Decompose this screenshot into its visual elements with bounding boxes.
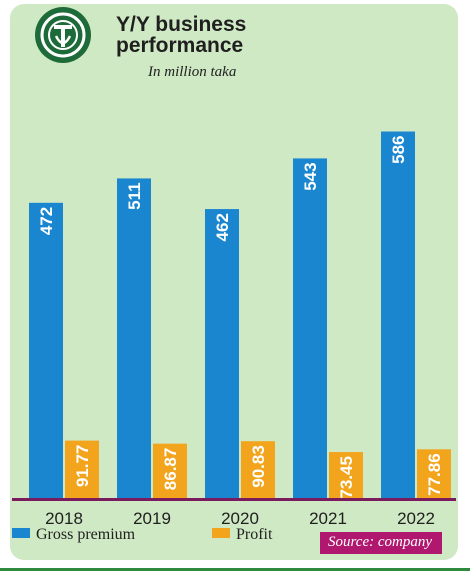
bar-profit-2018 xyxy=(65,440,99,498)
bar-profit-2022 xyxy=(417,449,451,498)
x-axis-baseline xyxy=(12,498,456,501)
data-label-profit-2020: 90.83 xyxy=(249,445,268,488)
data-label-profit-2021: 73.45 xyxy=(337,456,356,499)
bar-profit-2021 xyxy=(329,452,363,498)
chart-title: Y/Y business performance xyxy=(116,14,246,56)
chart-title-line1: Y/Y business xyxy=(116,13,247,36)
data-label-gross-premium-2019: 511 xyxy=(125,182,144,209)
legend-swatch-profit xyxy=(212,528,230,538)
x-tick-label-2021: 2021 xyxy=(309,509,347,528)
bar-gross-premium-2018 xyxy=(29,202,63,498)
data-label-gross-premium-2020: 462 xyxy=(213,213,232,241)
legend-label-gross-premium: Gross premium xyxy=(36,526,136,543)
data-label-profit-2019: 86.87 xyxy=(161,448,180,491)
legend-item-profit: Profit xyxy=(212,526,272,544)
data-label-profit-2018: 91.77 xyxy=(73,445,92,488)
data-label-profit-2022: 77.86 xyxy=(425,453,444,496)
x-tick-label-2020: 2020 xyxy=(221,509,259,528)
data-label-gross-premium-2022: 586 xyxy=(389,136,408,164)
bottom-divider xyxy=(0,568,470,571)
bar-gross-premium-2021 xyxy=(293,158,327,498)
x-tick-label-2018: 2018 xyxy=(45,509,83,528)
data-label-gross-premium-2018: 472 xyxy=(37,207,56,235)
legend-label-profit: Profit xyxy=(236,526,273,543)
bar-gross-premium-2019 xyxy=(117,178,151,498)
bar-gross-premium-2022 xyxy=(381,131,415,498)
x-tick-label-2022: 2022 xyxy=(397,509,435,528)
chart-unit-label: In million taka xyxy=(148,64,237,80)
legend-swatch-gross-premium xyxy=(12,528,30,538)
bar-profit-2020 xyxy=(241,441,275,498)
bar-gross-premium-2020 xyxy=(205,209,239,499)
x-tick-label-2019: 2019 xyxy=(133,509,171,528)
company-logo-icon xyxy=(35,7,91,63)
source-badge: Source: company xyxy=(320,532,442,554)
chart-title-line2: performance xyxy=(116,34,244,57)
legend-item-gross-premium: Gross premium xyxy=(12,526,135,544)
data-label-gross-premium-2021: 543 xyxy=(301,162,320,190)
bar-profit-2019 xyxy=(153,443,187,498)
